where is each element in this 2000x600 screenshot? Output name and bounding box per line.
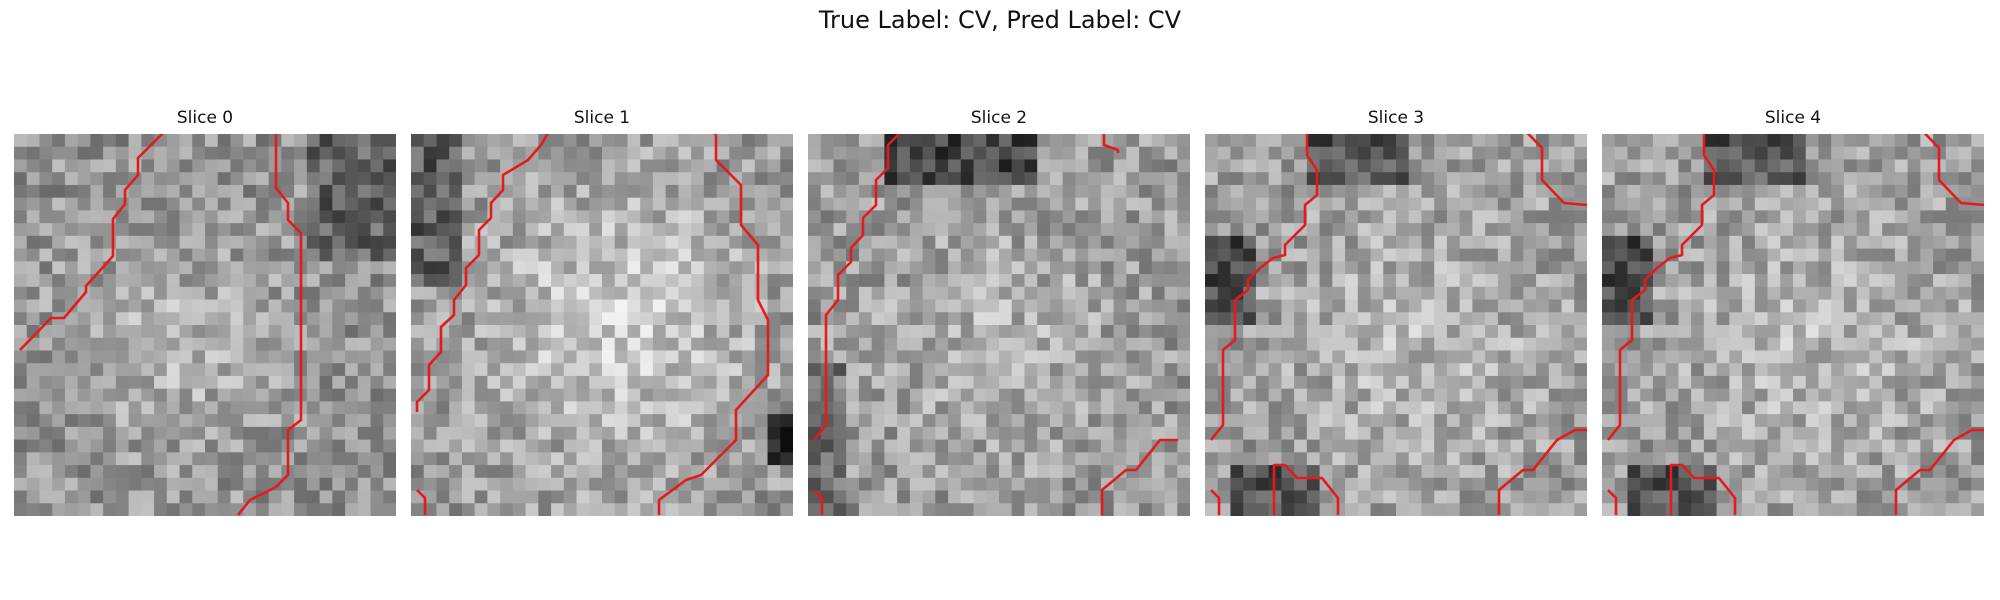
slice-1-contour-0 (415, 134, 549, 412)
figure-title: True Label: CV, Pred Label: CV (818, 6, 1182, 34)
slice-3-contour-1 (1526, 134, 1587, 207)
slice-4-contour-1 (1923, 134, 1984, 207)
slice-3-contour-4 (1497, 428, 1587, 515)
slice-2-contour-2 (813, 489, 824, 515)
slice-2-contour-0 (812, 134, 901, 441)
slice-0-title: Slice 0 (176, 108, 234, 128)
slice-1-contour-2 (416, 489, 427, 515)
slice-4-contour-2 (1607, 489, 1618, 515)
slice-2-contour-3 (1100, 438, 1178, 515)
slice-4-contour-3 (1669, 463, 1737, 515)
slice-2-contour-1 (1102, 134, 1120, 153)
slice-0-contour-1 (236, 134, 303, 516)
slice-1-contour-1 (657, 134, 770, 515)
slice-3-contour-2 (1210, 489, 1221, 515)
slice-4-contour-4 (1894, 428, 1984, 515)
slice-0-image (14, 134, 396, 516)
slice-2-title: Slice 2 (970, 108, 1028, 128)
slice-3-title: Slice 3 (1367, 108, 1425, 128)
slice-4-image (1602, 134, 1984, 516)
slice-3-contour-0 (1209, 134, 1319, 441)
slice-2-image (808, 134, 1190, 516)
slice-4-contour-0 (1606, 134, 1716, 441)
slice-0-contour-0 (19, 134, 164, 351)
slice-3-contour-3 (1272, 463, 1340, 515)
slice-1-image (411, 134, 793, 516)
slice-4-title: Slice 4 (1764, 108, 1822, 128)
slice-1-title: Slice 1 (573, 108, 631, 128)
slice-3-image (1205, 134, 1587, 516)
